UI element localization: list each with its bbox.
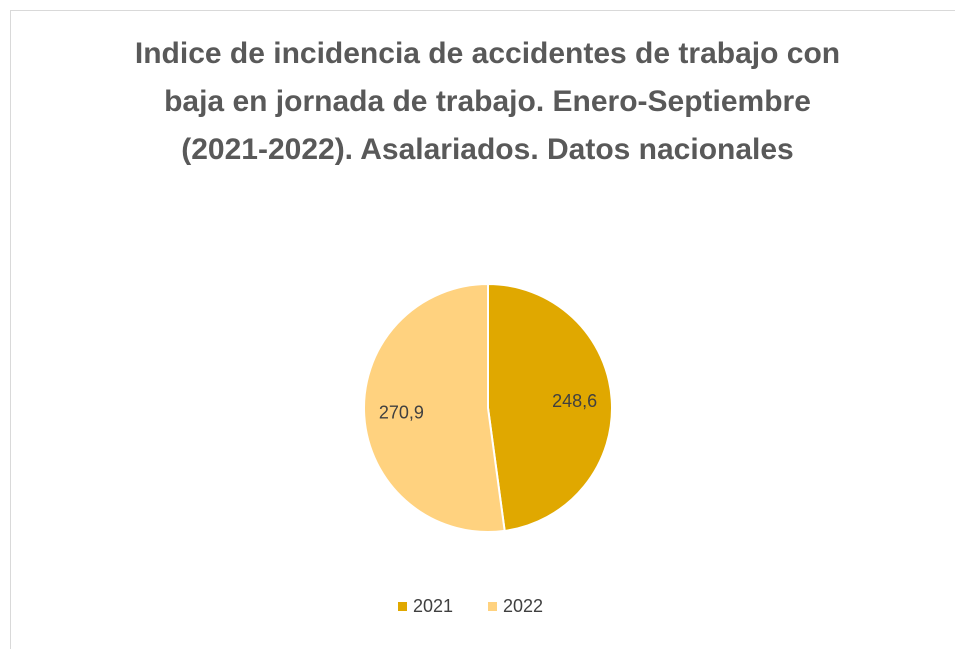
pie-slice (363, 282, 506, 533)
chart-title: Indice de incidencia de accidentes de tr… (134, 37, 841, 166)
data-label: 270,9 (379, 403, 424, 423)
data-label: 248,6 (552, 391, 597, 411)
legend-label: 2022 (503, 596, 543, 616)
pie-slice (487, 282, 613, 533)
legend-swatch (488, 602, 497, 611)
legend-swatch (398, 602, 407, 611)
legend-label: 2021 (413, 596, 453, 616)
chart-frame (10, 10, 955, 649)
